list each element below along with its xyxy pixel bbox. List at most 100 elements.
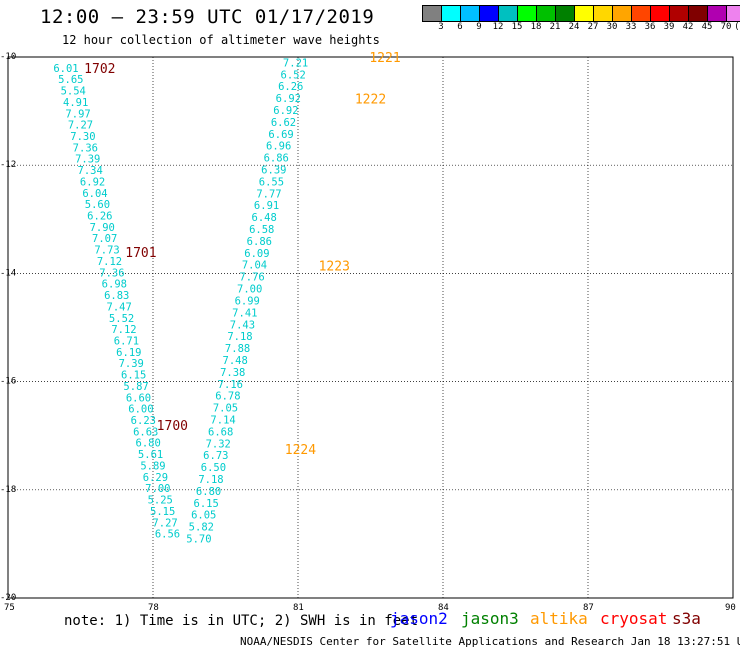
colorbar-label: 30 xyxy=(606,22,618,32)
swh-value-label: 7.39 xyxy=(75,154,100,166)
swh-value-label: 7.48 xyxy=(223,355,248,367)
colorbar-label: 39 xyxy=(663,22,675,32)
swh-value-label: 6.98 xyxy=(102,279,127,291)
swh-value-label: 7.43 xyxy=(230,319,255,331)
colorbar-swatch xyxy=(594,6,613,21)
swh-value-label: 7.34 xyxy=(78,165,103,177)
colorbar-label: (ft) xyxy=(734,22,740,32)
swh-value-label: 5.60 xyxy=(85,199,110,211)
swh-value-label: 6.92 xyxy=(273,105,298,117)
y-tick-label: -12 xyxy=(0,160,16,170)
pass-time-label: 1700 xyxy=(157,419,188,434)
swh-value-label: 7.76 xyxy=(239,272,264,284)
swh-value-label: 7.04 xyxy=(242,260,267,272)
swh-value-label: 6.50 xyxy=(201,462,226,474)
colorbar-swatch xyxy=(689,6,708,21)
colorbar-swatch xyxy=(613,6,632,21)
colorbar-swatch xyxy=(518,6,537,21)
colorbar-swatch xyxy=(708,6,727,21)
colorbar-label: 3 xyxy=(438,22,444,32)
swh-value-label: 6.91 xyxy=(254,200,279,212)
swh-value-label: 7.39 xyxy=(119,358,144,370)
colorbar-swatch xyxy=(423,6,442,21)
swh-value-label: 7.07 xyxy=(92,233,117,245)
y-tick-label: -10 xyxy=(0,52,16,62)
swh-value-label: 6.56 xyxy=(155,529,180,541)
x-tick-label: 87 xyxy=(583,603,594,613)
swh-value-label: 6.63 xyxy=(133,426,158,438)
swh-value-label: 5.82 xyxy=(189,522,214,534)
satellite-legend-cryosat: cryosat xyxy=(600,609,668,628)
swh-value-label: 5.87 xyxy=(123,381,148,393)
y-tick-label: -20 xyxy=(0,593,16,603)
colorbar-label: 36 xyxy=(644,22,656,32)
swh-value-label: 6.71 xyxy=(114,335,139,347)
swh-value-label: 7.41 xyxy=(232,307,257,319)
x-tick-label: 78 xyxy=(148,603,159,613)
chart-title: 12:00 – 23:59 UTC 01/17/2019 xyxy=(40,6,375,28)
swh-value-label: 7.77 xyxy=(256,188,281,200)
swh-value-label: 7.36 xyxy=(99,267,124,279)
colorbar-label: 45 xyxy=(701,22,713,32)
swh-value-label: 7.18 xyxy=(227,331,252,343)
pass-time-label: 1224 xyxy=(285,443,316,458)
swh-value-label: 6.58 xyxy=(249,224,274,236)
colorbar-label: 12 xyxy=(492,22,504,32)
swh-value-label: 7.12 xyxy=(97,256,122,268)
swh-value-label: 7.05 xyxy=(213,403,238,415)
swh-value-label: 4.91 xyxy=(63,97,88,109)
chart-subtitle: 12 hour collection of altimeter wave hei… xyxy=(62,33,380,47)
pass-time-label: 1222 xyxy=(355,93,386,108)
swh-value-label: 7.16 xyxy=(218,379,243,391)
swh-value-label: 6.92 xyxy=(276,93,301,105)
credit-line: NOAA/NESDIS Center for Satellite Applica… xyxy=(240,635,740,648)
swh-value-label: 7.00 xyxy=(237,284,262,296)
colorbar-swatch xyxy=(537,6,556,21)
satellite-legend-jason3: jason3 xyxy=(461,609,519,628)
swh-value-label: 7.88 xyxy=(225,343,250,355)
swh-value-label: 6.73 xyxy=(203,450,228,462)
swh-value-label: 6.05 xyxy=(191,510,216,522)
swh-value-label: 6.80 xyxy=(196,486,221,498)
swh-value-label: 6.00 xyxy=(128,404,153,416)
swh-value-label: 7.32 xyxy=(206,438,231,450)
colorbar-label: 15 xyxy=(511,22,523,32)
swh-value-label: 7.12 xyxy=(111,324,136,336)
swh-value-label: 6.48 xyxy=(252,212,277,224)
colorbar-swatch xyxy=(556,6,575,21)
swh-value-label: 7.97 xyxy=(65,108,90,120)
swh-value-label: 6.99 xyxy=(235,295,260,307)
swh-value-label: 7.90 xyxy=(90,222,115,234)
colorbar-label: 6 xyxy=(457,22,463,32)
footer-note: note: 1) Time is in UTC; 2) SWH is in fe… xyxy=(64,613,419,629)
colorbar-swatch xyxy=(499,6,518,21)
swh-value-label: 6.26 xyxy=(278,81,303,93)
swh-value-label: 6.96 xyxy=(266,141,291,153)
swh-value-label: 6.29 xyxy=(143,472,168,484)
swh-value-label: 7.27 xyxy=(152,517,177,529)
colorbar-label: 42 xyxy=(682,22,694,32)
swh-value-label: 6.15 xyxy=(194,498,219,510)
swh-value-label: 6.69 xyxy=(268,129,293,141)
colorbar-label: 18 xyxy=(530,22,542,32)
swh-value-label: 5.89 xyxy=(140,460,165,472)
swh-value-label: 6.86 xyxy=(264,153,289,165)
swh-value-label: 6.68 xyxy=(208,426,233,438)
swh-value-label: 6.15 xyxy=(121,370,146,382)
swh-value-label: 6.26 xyxy=(87,211,112,223)
swh-value-label: 5.70 xyxy=(186,533,211,545)
swh-value-label: 6.80 xyxy=(136,438,161,450)
swh-value-label: 6.23 xyxy=(131,415,156,427)
colorbar-swatch xyxy=(461,6,480,21)
colorbar-swatch xyxy=(632,6,651,21)
x-tick-label: 75 xyxy=(4,603,15,613)
swh-value-label: 6.78 xyxy=(215,391,240,403)
x-tick-label: 81 xyxy=(293,603,304,613)
swh-value-label: 6.92 xyxy=(80,176,105,188)
colorbar-label: 70 xyxy=(720,22,732,32)
swh-value-label: 5.25 xyxy=(148,495,173,507)
swh-value-label: 6.19 xyxy=(116,347,141,359)
swh-value-label: 7.21 xyxy=(283,57,308,69)
